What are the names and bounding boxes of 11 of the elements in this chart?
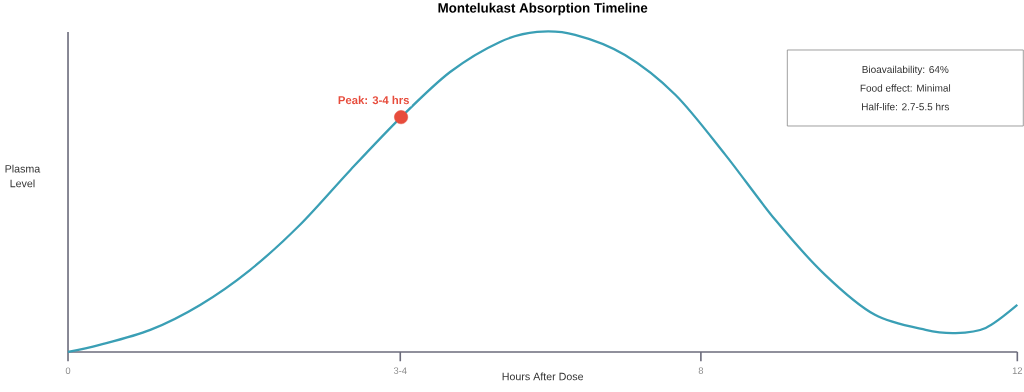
y-axis-title: Plasma Level xyxy=(5,164,41,188)
x-axis-title: Hours After Dose xyxy=(502,372,584,381)
x-tick-label: 0 xyxy=(65,367,71,374)
x-tick-label: 8 xyxy=(698,367,704,374)
annotation: Food effect: Minimal xyxy=(860,84,951,92)
x-tick-label: 12 xyxy=(1012,367,1023,374)
annotation: Peak: 3-4 hrs xyxy=(338,95,409,105)
x-tick-label: 3-4 xyxy=(393,367,407,374)
annotation: Bioavailability: 64% xyxy=(862,65,949,75)
annotation: Half-life: 2.7-5.5 hrs xyxy=(862,103,950,111)
chart-title: Montelukast Absorption Timeline xyxy=(438,2,648,16)
